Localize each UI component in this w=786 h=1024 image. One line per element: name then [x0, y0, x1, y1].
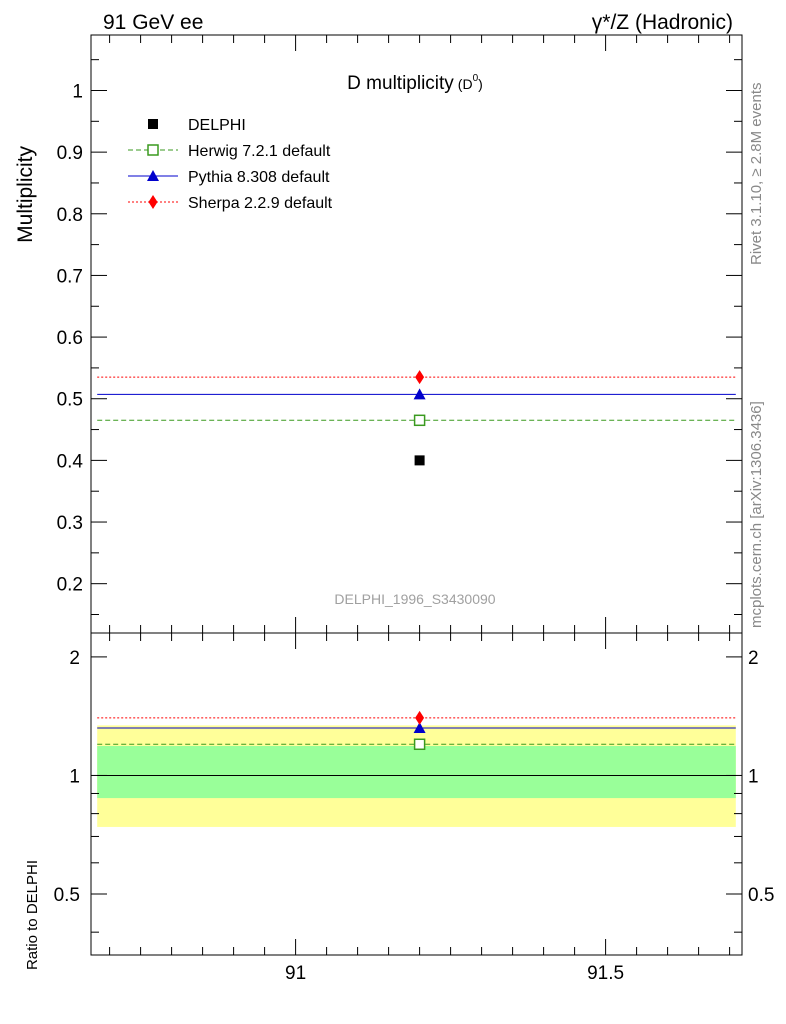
- series-lines: [97, 376, 736, 776]
- pythia-point: [413, 388, 426, 400]
- y-tick-label: 0.5: [57, 390, 83, 411]
- ratio-tick-label-right: 2: [748, 648, 759, 669]
- header-right: γ*/Z (Hadronic): [592, 11, 733, 34]
- y-tick-label: 0.9: [57, 143, 83, 164]
- data-point: [414, 455, 425, 466]
- ratio-tick-label-left: 0.5: [54, 885, 80, 906]
- legend-marker-herwig: [147, 144, 159, 156]
- sherpa-point: [415, 370, 425, 385]
- legend-label-sherpa: Sherpa 2.2.9 default: [188, 195, 333, 212]
- y-tick-label: 0.4: [57, 451, 84, 472]
- herwig-point: [413, 414, 426, 427]
- ratio-tick-label-left: 1: [69, 766, 80, 787]
- sherpa-ratio-point: [415, 710, 425, 725]
- legend-marker-pythia: [147, 170, 159, 181]
- ratio-tick-label-right: 1: [748, 766, 759, 787]
- chart-title-close: ): [478, 76, 483, 92]
- x-tick-label: 91: [285, 963, 306, 984]
- chart-title-sub: (D: [458, 76, 473, 92]
- y-tick-label: 0.3: [57, 513, 83, 534]
- chart-title-main: D multiplicity: [347, 73, 454, 94]
- y-tick-label: 0.7: [57, 266, 83, 287]
- y-tick-label: 1: [72, 81, 83, 102]
- side-text-top: Rivet 3.1.10, ≥ 2.8M events: [748, 83, 765, 266]
- legend-label-pythia: Pythia 8.308 default: [188, 169, 330, 186]
- ratio-tick-label-right: 0.5: [748, 885, 774, 906]
- chart-title-sup: 0: [473, 73, 479, 84]
- main-axis-ticks: 0.2 0.3 0.4 0.5 0.6 0.7 0.8 0.9 1 91 91.5: [57, 35, 742, 984]
- ratio-band: [97, 725, 736, 827]
- header-left: 91 GeV ee: [103, 11, 203, 34]
- legend-marker-sherpa: [148, 195, 158, 209]
- y-tick-label: 0.8: [57, 205, 83, 226]
- side-text-bottom: mcplots.cern.ch [arXiv:1306.3436]: [748, 401, 765, 628]
- analysis-id: DELPHI_1996_S3430090: [334, 591, 495, 607]
- ratio-y-axis-label: Ratio to DELPHI: [24, 860, 41, 970]
- herwig-ratio-point: [413, 738, 426, 751]
- ratio-band-inner: [97, 745, 736, 799]
- legend-label-herwig: Herwig 7.2.1 default: [188, 143, 331, 160]
- y-axis-label: Multiplicity: [14, 146, 37, 243]
- y-tick-label: 0.2: [57, 575, 83, 596]
- legend-label-data: DELPHI: [188, 117, 246, 134]
- pythia-ratio-point: [413, 721, 426, 733]
- x-tick-label: 91.5: [587, 963, 624, 984]
- legend: DELPHI Herwig 7.2.1 default Pythia 8.308 d…: [128, 117, 333, 212]
- series-markers: [413, 370, 426, 751]
- ratio-tick-label-left: 2: [69, 648, 80, 669]
- chart-title: D multiplicity (D0): [347, 73, 483, 94]
- ratio-plot-frame: [90, 632, 743, 956]
- legend-marker-data: [148, 119, 158, 129]
- y-tick-label: 0.6: [57, 328, 83, 349]
